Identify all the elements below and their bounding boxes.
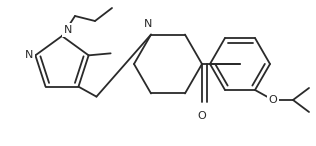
Text: N: N bbox=[64, 25, 72, 35]
Text: O: O bbox=[198, 111, 206, 121]
Text: O: O bbox=[269, 95, 277, 105]
Text: N: N bbox=[25, 50, 33, 60]
Text: N: N bbox=[144, 19, 152, 29]
